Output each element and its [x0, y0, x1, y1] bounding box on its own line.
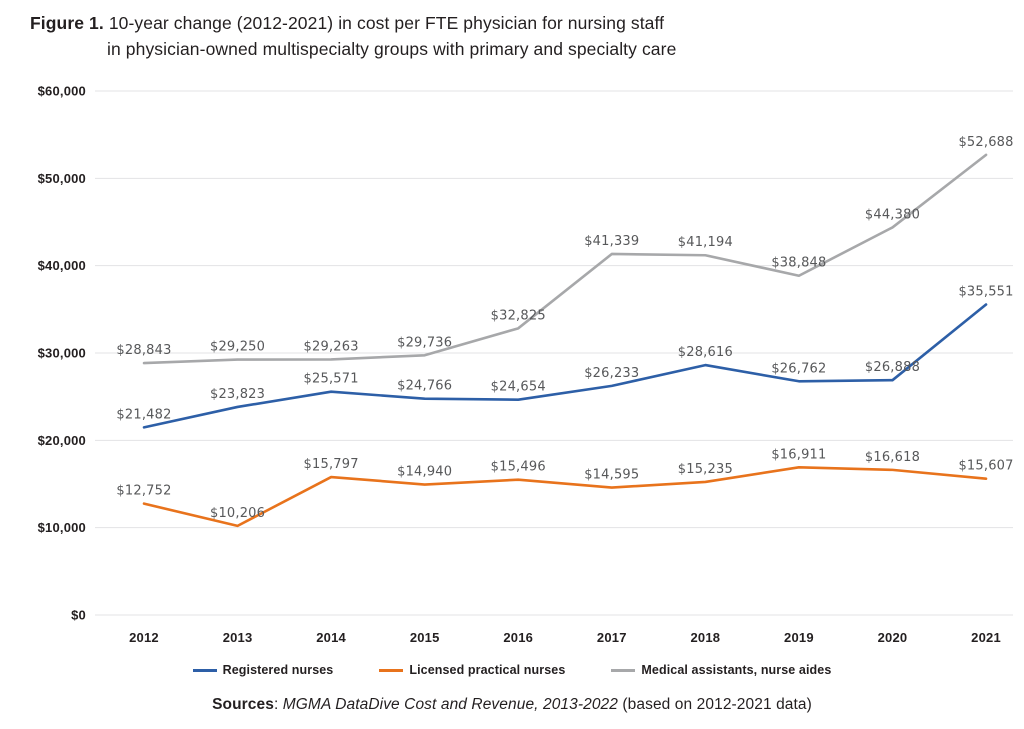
sources-citation: MGMA DataDive Cost and Revenue, 2013-202…: [282, 696, 618, 713]
data-point-label: $26,762: [771, 361, 826, 376]
data-point-label: $14,940: [397, 465, 452, 480]
data-point-label: $21,482: [116, 407, 171, 422]
sources-separator: :: [273, 696, 283, 713]
x-axis-label: 2020: [878, 630, 908, 645]
data-point-label: $24,654: [491, 380, 546, 395]
data-point-label: $16,618: [865, 450, 920, 465]
data-point-label: $12,752: [116, 484, 171, 499]
line-chart: $0 $10,000 $20,000 $30,000 $40,000 $50,000 $60…: [38, 84, 1014, 646]
data-point-label: $32,825: [491, 308, 546, 323]
legend-item-licensed-practical-nurses: Licensed practical nurses: [379, 663, 565, 677]
data-point-label: $15,235: [678, 462, 733, 477]
y-axis-tick-label: $30,000: [38, 346, 86, 361]
y-axis-tick-label: $50,000: [38, 171, 86, 186]
legend-swatch-line: [611, 668, 636, 672]
sources-note: Sources: MGMA DataDive Cost and Revenue,…: [0, 696, 1024, 714]
x-axis-label: 2019: [784, 630, 814, 645]
legend-label: Licensed practical nurses: [409, 663, 566, 677]
figure-title-line2: in physician-owned multispecialty groups…: [107, 39, 677, 59]
data-point-label: $10,206: [210, 506, 265, 521]
series-line-medical-assistants-nurse-aides: [142, 153, 988, 365]
data-point-label: $26,233: [584, 366, 639, 381]
figure-label: Figure 1.: [30, 13, 104, 33]
data-point-label: $26,888: [865, 360, 920, 375]
x-axis-label: 2015: [410, 630, 440, 645]
data-point-label: $38,848: [771, 256, 826, 271]
sources-label: Sources: [212, 696, 274, 713]
data-point-label: $29,250: [210, 340, 265, 355]
data-point-label: $52,688: [958, 135, 1013, 150]
y-axis-tick-label: $0: [71, 608, 86, 623]
x-axis-label: 2013: [223, 630, 253, 645]
data-point-label: $15,496: [491, 460, 546, 475]
data-point-label: $28,843: [116, 343, 171, 358]
data-point-label: $29,263: [304, 339, 359, 354]
x-axis-label: 2012: [129, 630, 159, 645]
x-axis-label: 2017: [597, 630, 627, 645]
y-axis-tick-label: $20,000: [38, 433, 86, 448]
data-point-label: $41,339: [584, 234, 639, 249]
series-line-licensed-practical-nurses: [142, 466, 988, 528]
data-point-label: $25,571: [304, 372, 359, 387]
x-axis-label: 2021: [971, 630, 1001, 645]
figure-title: Figure 1. 10-year change (2012-2021) in …: [30, 10, 676, 62]
data-point-label: $23,823: [210, 387, 265, 402]
data-point-label: $29,736: [397, 335, 452, 350]
data-point-label: $24,766: [397, 379, 452, 394]
legend-label: Registered nurses: [222, 663, 334, 677]
data-point-label: $14,595: [584, 468, 639, 483]
legend-item-medical-assistants-nurse-aides: Medical assistants, nurse aides: [611, 663, 831, 677]
series-line-registered-nurses: [142, 303, 988, 429]
data-point-label: $41,194: [678, 235, 733, 250]
data-point-label: $16,911: [771, 447, 826, 462]
y-axis-tick-label: $10,000: [38, 520, 86, 535]
legend-item-registered-nurses: Registered nurses: [192, 663, 334, 677]
legend-swatch-line: [192, 668, 217, 672]
x-axis-label: 2014: [316, 630, 346, 645]
legend-label: Medical assistants, nurse aides: [641, 663, 832, 677]
x-axis-label: 2018: [690, 630, 720, 645]
data-point-label: $44,380: [865, 207, 920, 222]
sources-suffix: (based on 2012-2021 data): [618, 696, 812, 713]
data-point-label: $15,797: [304, 457, 359, 472]
y-axis-tick-label: $40,000: [38, 258, 86, 273]
legend-swatch-line: [379, 668, 404, 672]
x-axis-label: 2016: [503, 630, 533, 645]
data-point-label: $35,551: [958, 285, 1013, 300]
chart-legend: Registered nurses Licensed practical nurs…: [0, 663, 1024, 677]
figure-title-line1: 10-year change (2012-2021) in cost per F…: [108, 13, 665, 33]
y-axis-tick-label: $60,000: [38, 84, 86, 99]
data-point-label: $28,616: [678, 345, 733, 360]
data-point-label: $15,607: [958, 459, 1013, 474]
